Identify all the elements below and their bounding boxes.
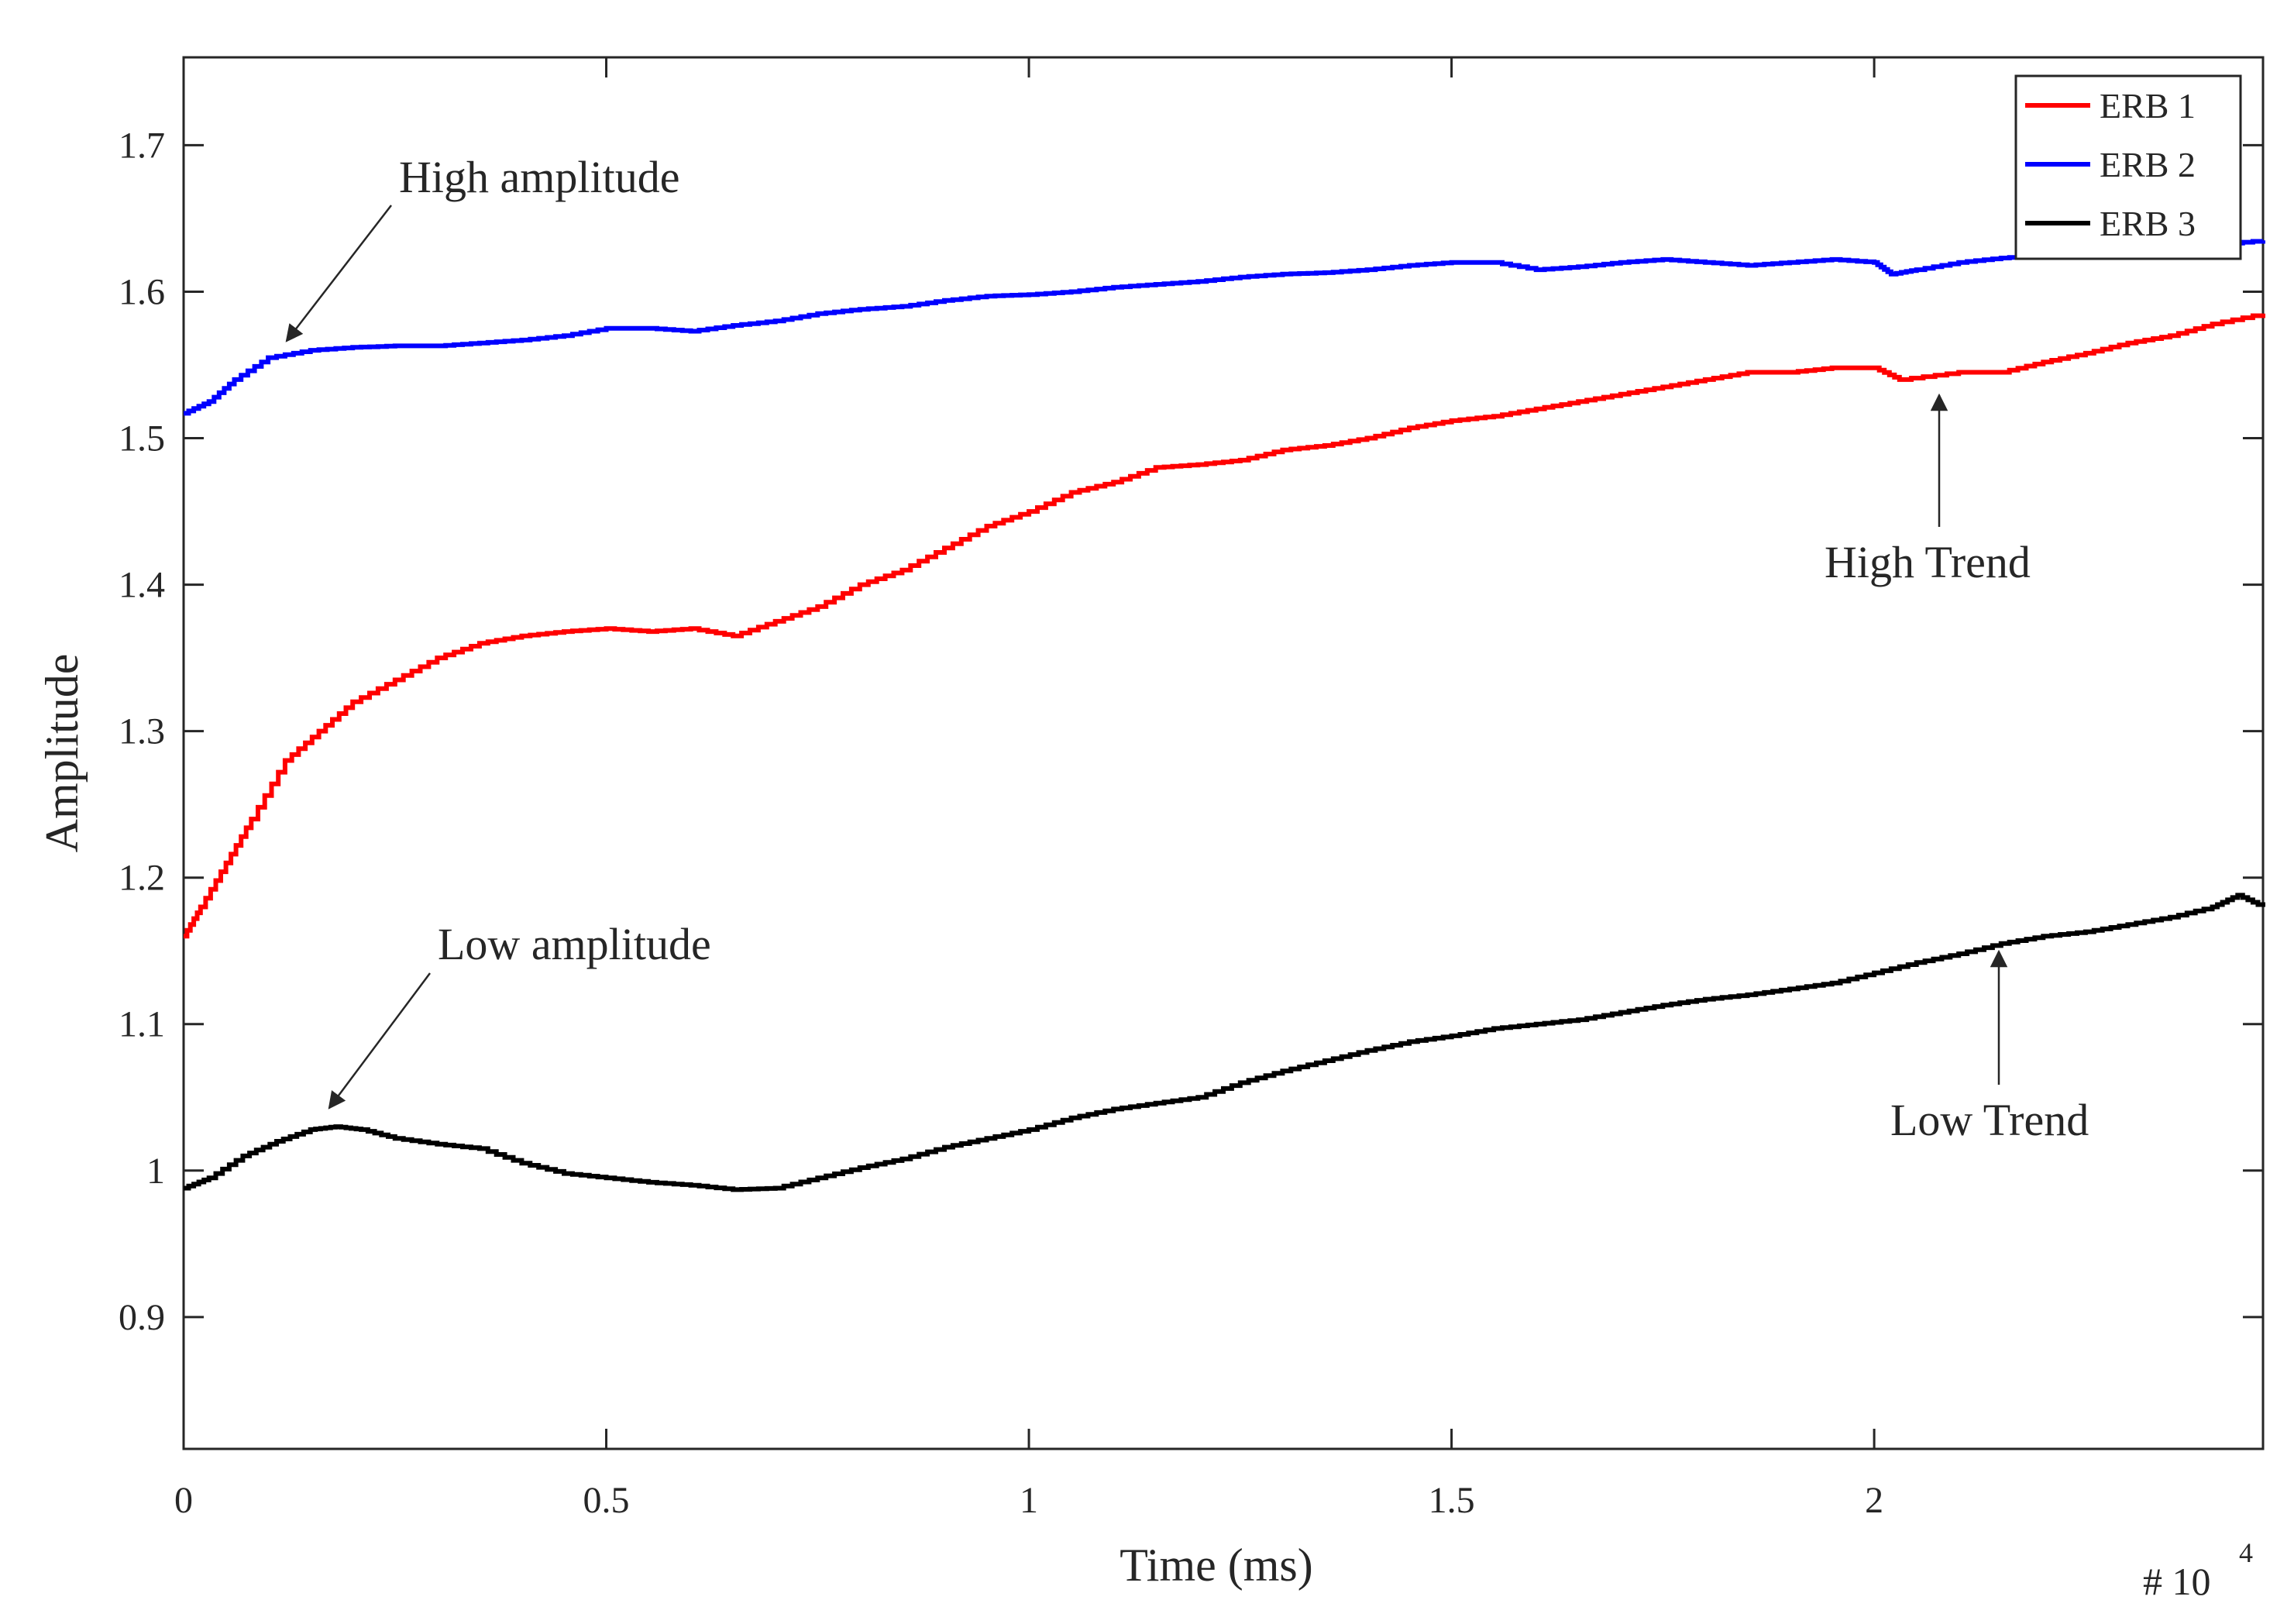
legend-label: ERB 1 bbox=[2100, 86, 2196, 126]
legend: ERB 1 ERB 2 ERB 3 bbox=[2014, 74, 2242, 260]
annotation-text: High amplitude bbox=[399, 152, 679, 202]
plot-area bbox=[182, 56, 2265, 1450]
series-line-erb-1 bbox=[184, 313, 2265, 939]
x-tick-label: 1 bbox=[1020, 1480, 1038, 1521]
x-tick-label: 0.5 bbox=[583, 1480, 630, 1521]
y-tick-label: 1.6 bbox=[119, 271, 165, 312]
x-exponent-power: 4 bbox=[2239, 1537, 2253, 1568]
x-tick-label: 0 bbox=[174, 1480, 193, 1521]
x-exponent-label: # 10 bbox=[2143, 1560, 2211, 1603]
annotation-text: Low Trend bbox=[1890, 1095, 2089, 1145]
x-tick-label: 1.5 bbox=[1429, 1480, 1475, 1521]
y-tick-label: 1.3 bbox=[119, 711, 165, 752]
y-axis-label: Amplitude bbox=[36, 654, 88, 853]
legend-label: ERB 3 bbox=[2100, 204, 2196, 243]
y-tick-label: 1 bbox=[146, 1151, 165, 1192]
series-line-erb-2 bbox=[184, 239, 2265, 416]
legend-label: ERB 2 bbox=[2100, 145, 2196, 184]
annotation-layer: High amplitude Low amplitude High Trend Low… bbox=[285, 152, 2089, 1145]
annotation-text: Low amplitude bbox=[438, 919, 711, 969]
y-tick-label: 1.1 bbox=[119, 1004, 165, 1045]
axis-ticks: 0 0.5 1 1.5 2 0.9 1 1.1 1.2 1.3 1.4 1.5 1.6 1.7 bbox=[119, 57, 2263, 1521]
series-line-erb-3 bbox=[184, 893, 2265, 1192]
y-tick-label: 0.9 bbox=[119, 1297, 165, 1338]
y-tick-label: 1.4 bbox=[119, 565, 165, 606]
x-tick-label: 2 bbox=[1865, 1480, 1883, 1521]
annotation-text: High Trend bbox=[1825, 537, 2031, 587]
series-layer bbox=[184, 239, 2265, 1192]
annotation-arrow bbox=[285, 205, 392, 342]
y-tick-label: 1.5 bbox=[119, 418, 165, 459]
y-tick-label: 1.7 bbox=[119, 125, 165, 166]
annotation-arrow bbox=[328, 972, 432, 1110]
y-tick-label: 1.2 bbox=[119, 858, 165, 899]
x-axis-label: Time (ms) bbox=[1119, 1540, 1313, 1591]
